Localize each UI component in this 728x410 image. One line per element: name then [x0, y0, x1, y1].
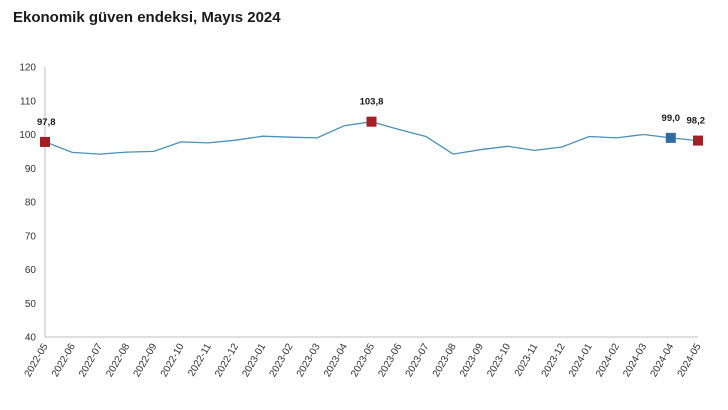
y-tick-label: 90 — [25, 164, 37, 175]
x-tick-label: 2022-08 — [104, 341, 132, 379]
x-tick-label: 2023-12 — [540, 341, 568, 379]
x-tick-label: 2022-10 — [159, 341, 187, 379]
x-tick-label: 2023-10 — [485, 341, 513, 379]
x-tick-label: 2023-09 — [458, 341, 486, 379]
y-tick-label: 100 — [19, 130, 36, 141]
chart-title: Ekonomik güven endeksi, Mayıs 2024 — [13, 9, 281, 26]
data-point-marker — [665, 132, 676, 143]
x-tick-label: 2023-06 — [376, 341, 404, 379]
y-tick-label: 120 — [19, 63, 36, 74]
x-tick-label: 2022-06 — [50, 341, 78, 379]
x-tick-label: 2024-03 — [621, 341, 649, 379]
y-tick-label: 70 — [25, 231, 37, 242]
y-tick-label: 50 — [25, 299, 37, 310]
y-tick-label: 40 — [25, 333, 37, 344]
x-tick-label: 2022-12 — [213, 341, 241, 379]
x-tick-label: 2023-08 — [431, 341, 459, 379]
data-point-marker — [366, 116, 377, 127]
x-tick-label: 2023-05 — [349, 341, 377, 379]
data-label: 98,2 — [687, 116, 706, 127]
x-tick-label: 2023-04 — [322, 341, 350, 379]
y-tick-label: 110 — [20, 96, 36, 107]
data-point-marker — [40, 136, 50, 147]
x-tick-label: 2024-04 — [649, 341, 677, 379]
x-tick-label: 2023-11 — [513, 341, 541, 378]
x-tick-label: 2024-02 — [594, 341, 622, 379]
x-tick-label: 2023-02 — [268, 341, 296, 379]
data-point-marker — [693, 135, 703, 146]
x-tick-label: 2024-05 — [676, 341, 704, 379]
x-tick-label: 2022-07 — [77, 341, 105, 379]
x-tick-label: 2022-05 — [23, 341, 51, 379]
x-tick-label: 2022-09 — [132, 341, 160, 379]
x-tick-label: 2024-01 — [567, 341, 595, 379]
data-label: 103,8 — [360, 97, 384, 108]
x-tick-label: 2023-07 — [404, 341, 432, 379]
x-tick-label: 2023-01 — [240, 341, 268, 379]
x-tick-label: 2022-11 — [186, 341, 214, 378]
y-tick-label: 60 — [25, 265, 37, 276]
x-tick-label: 2023-03 — [295, 341, 323, 379]
y-tick-label: 80 — [25, 198, 37, 209]
data-label: 99,0 — [662, 113, 681, 124]
data-label: 97,8 — [37, 117, 56, 128]
